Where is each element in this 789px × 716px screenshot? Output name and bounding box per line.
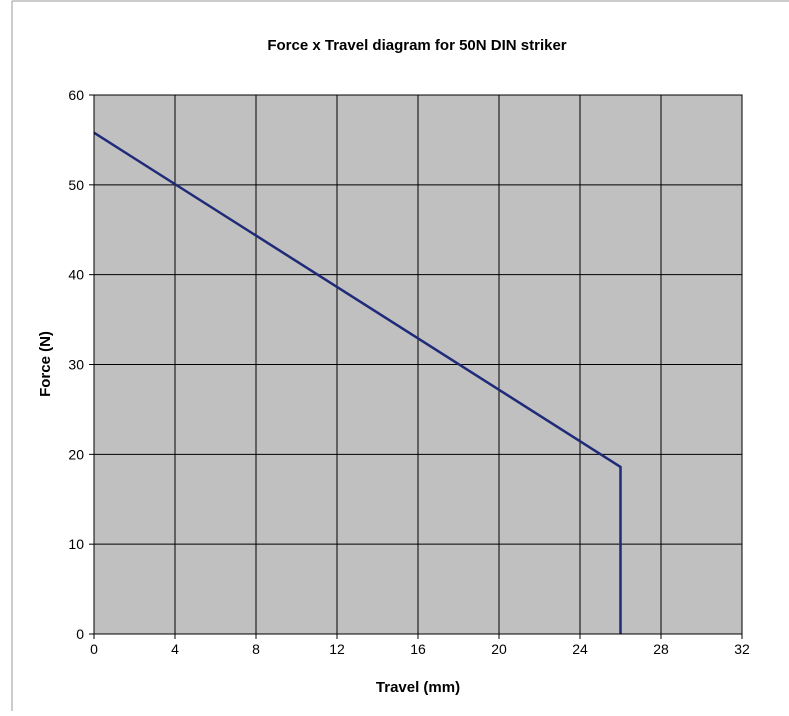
x-tick-label: 28	[653, 641, 669, 657]
x-tick-label: 8	[252, 641, 260, 657]
y-tick-label: 50	[68, 177, 84, 193]
y-tick-label: 60	[68, 87, 84, 103]
y-tick-label: 10	[68, 536, 84, 552]
plot-border	[93, 94, 743, 635]
x-tick-label: 12	[329, 641, 345, 657]
x-axis-label: Travel (mm)	[376, 679, 460, 696]
x-tick-label: 32	[734, 641, 750, 657]
y-tick-label: 30	[68, 357, 84, 373]
y-axis-label: Force (N)	[37, 331, 54, 397]
x-tick-label: 0	[90, 641, 98, 657]
y-tick-label: 40	[68, 267, 84, 283]
x-tick-label: 4	[171, 641, 179, 657]
x-tick-label: 16	[410, 641, 426, 657]
chart-title: Force x Travel diagram for 50N DIN strik…	[267, 37, 566, 54]
x-tick-label: 24	[572, 641, 588, 657]
series-line	[93, 131, 622, 634]
y-tick-label: 20	[68, 446, 84, 462]
series-layer	[93, 131, 622, 634]
tick-labels: 0 4 8 12 16 20 24 28 32 0 10 20 30 40 50 60	[68, 87, 750, 657]
x-tick-label: 20	[491, 641, 507, 657]
y-tick-label: 0	[76, 626, 84, 642]
